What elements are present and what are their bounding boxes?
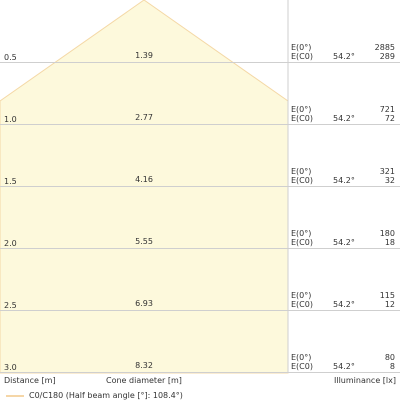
legend-label: C0/C180 (Half beam angle [°]: 108.4°)	[29, 391, 183, 400]
illuminance-label-c0: E(C0)	[291, 238, 313, 247]
illuminance-value-center: 180	[379, 229, 395, 238]
cone-diameter-value: 6.93	[135, 299, 153, 308]
illuminance-value-center: 80	[384, 353, 395, 362]
illuminance-label-center: E(0°)	[291, 167, 312, 176]
illuminance-value-center: 721	[379, 105, 395, 114]
illuminance-label-c0: E(C0)	[291, 114, 313, 123]
distance-label: 2.5	[4, 301, 17, 310]
illuminance-label-center: E(0°)	[291, 353, 312, 362]
distance-label: 0.5	[4, 53, 17, 62]
distance-label: 1.0	[4, 115, 17, 124]
distance-label: 2.0	[4, 239, 17, 248]
illuminance-label-c0: E(C0)	[291, 176, 313, 185]
illuminance-label-center: E(0°)	[291, 43, 312, 52]
illuminance-label-c0: E(C0)	[291, 300, 313, 309]
illuminance-value-center: 115	[379, 291, 395, 300]
half-angle-value: 54.2°	[333, 176, 355, 185]
half-angle-value: 54.2°	[333, 114, 355, 123]
half-angle-value: 54.2°	[333, 300, 355, 309]
illuminance-label-c0: E(C0)	[291, 52, 313, 61]
illuminance-label-center: E(0°)	[291, 105, 312, 114]
illuminance-value-c0: 8	[389, 362, 395, 371]
illuminance-label-center: E(0°)	[291, 291, 312, 300]
half-angle-value: 54.2°	[333, 52, 355, 61]
distance-label: 1.5	[4, 177, 17, 186]
illuminance-value-center: 321	[379, 167, 395, 176]
distance-label: 3.0	[4, 363, 17, 372]
illuminance-value-center: 2885	[374, 43, 395, 52]
illuminance-label-c0: E(C0)	[291, 362, 313, 371]
illuminance-value-c0: 18	[384, 238, 395, 247]
cone-diameter-value: 8.32	[135, 361, 153, 370]
half-angle-value: 54.2°	[333, 238, 355, 247]
illuminance-value-c0: 12	[384, 300, 395, 309]
illuminance-label-center: E(0°)	[291, 229, 312, 238]
illuminance-value-c0: 72	[384, 114, 395, 123]
cone-diameter-value: 1.39	[135, 51, 153, 60]
half-angle-value: 54.2°	[333, 362, 355, 371]
distance-axis-label: Distance [m]	[4, 376, 56, 385]
illuminance-axis-label: Illuminance [lx]	[334, 376, 396, 385]
illuminance-value-c0: 289	[379, 52, 395, 61]
cone-diameter-axis-label: Cone diameter [m]	[106, 376, 182, 385]
cone-diameter-value: 2.77	[135, 113, 153, 122]
cone-diameter-value: 4.16	[135, 175, 153, 184]
cone-diameter-value: 5.55	[135, 237, 153, 246]
grid-lines	[0, 62, 400, 373]
illuminance-value-c0: 32	[384, 176, 395, 185]
